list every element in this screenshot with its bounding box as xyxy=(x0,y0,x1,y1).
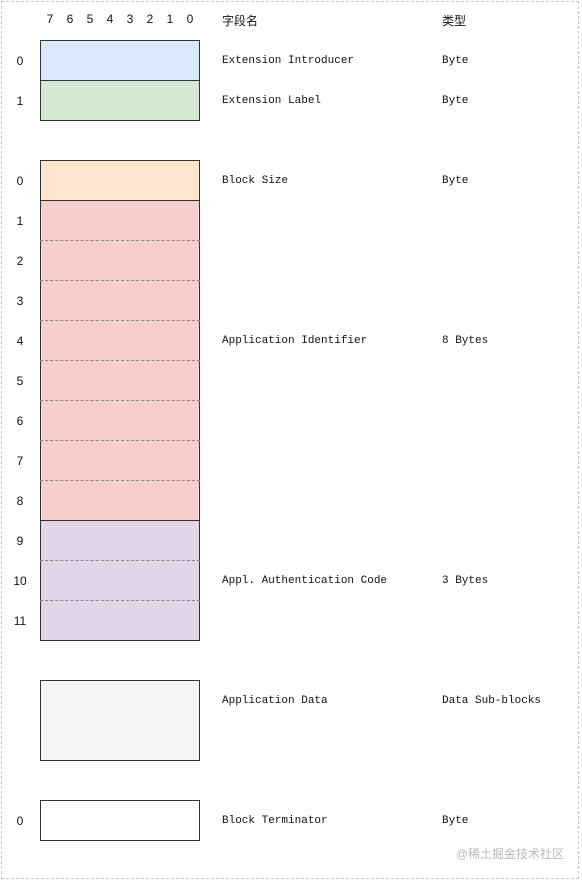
row-index: 5 xyxy=(16,374,24,388)
auth-code-type: 3 Bytes xyxy=(442,575,489,587)
row-index: 9 xyxy=(16,534,24,548)
bit-2: 2 xyxy=(146,12,154,26)
type-header: 类型 xyxy=(442,14,467,28)
auth-code-name: Appl. Authentication Code xyxy=(222,575,388,587)
application-identifier-name: Application Identifier xyxy=(222,335,368,347)
application-identifier-type: 8 Bytes xyxy=(442,335,489,347)
row-index: 8 xyxy=(16,494,24,508)
row-index: 0 xyxy=(16,54,24,68)
byte-divider xyxy=(40,440,200,441)
bit-0: 0 xyxy=(186,12,194,26)
bit-6: 6 xyxy=(66,12,74,26)
block-terminator-type: Byte xyxy=(442,815,469,827)
row-index: 7 xyxy=(16,454,24,468)
bit-1: 1 xyxy=(166,12,174,26)
byte-divider xyxy=(40,280,200,281)
field-name-header: 字段名 xyxy=(222,14,259,28)
row-index: 1 xyxy=(16,214,24,228)
byte-divider xyxy=(40,600,200,601)
block-size-name: Block Size xyxy=(222,175,289,187)
byte-divider xyxy=(40,400,200,401)
watermark: @稀土掘金技术社区 xyxy=(455,847,564,861)
block-size-type: Byte xyxy=(442,175,469,187)
bit-7: 7 xyxy=(46,12,54,26)
extension-label-box xyxy=(40,80,200,121)
row-index: 0 xyxy=(16,814,24,828)
auth-code-box xyxy=(40,520,200,641)
byte-divider xyxy=(40,480,200,481)
row-index: 1 xyxy=(16,94,24,108)
extension-label-name: Extension Label xyxy=(222,95,322,107)
extension-introducer-type: Byte xyxy=(442,55,469,67)
extension-introducer-name: Extension Introducer xyxy=(222,55,355,67)
extension-label-type: Byte xyxy=(442,95,469,107)
row-index: 11 xyxy=(13,614,27,628)
block-terminator-name: Block Terminator xyxy=(222,815,328,827)
extension-introducer-box xyxy=(40,40,200,81)
bit-4: 4 xyxy=(106,12,114,26)
bit-3: 3 xyxy=(126,12,134,26)
byte-divider xyxy=(40,560,200,561)
row-index: 6 xyxy=(16,414,24,428)
byte-divider xyxy=(40,320,200,321)
application-data-type: Data Sub-blocks xyxy=(442,695,542,707)
row-index: 0 xyxy=(16,174,24,188)
block-size-box xyxy=(40,160,200,201)
row-index: 10 xyxy=(13,574,27,588)
application-data-name: Application Data xyxy=(222,695,328,707)
application-data-box xyxy=(40,680,200,761)
block-terminator-box xyxy=(40,800,200,841)
bit-5: 5 xyxy=(86,12,94,26)
byte-divider xyxy=(40,240,200,241)
row-index: 3 xyxy=(16,294,24,308)
row-index: 2 xyxy=(16,254,24,268)
row-index: 4 xyxy=(16,334,24,348)
byte-divider xyxy=(40,360,200,361)
